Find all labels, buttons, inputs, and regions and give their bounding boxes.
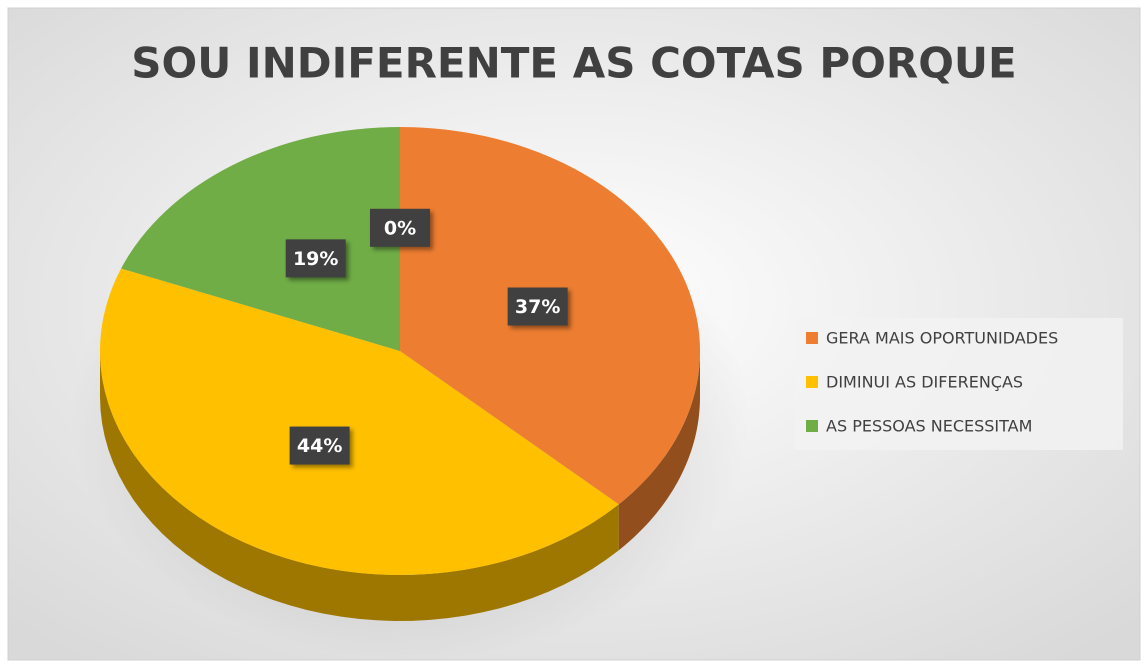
legend-label: AS PESSOAS NECESSITAM — [826, 417, 1032, 436]
legend-label: DIMINUI AS DIFERENÇAS — [826, 373, 1023, 392]
data-label-box — [289, 426, 350, 465]
legend-swatch — [806, 332, 818, 344]
data-label-box — [285, 239, 346, 278]
data-label: 44% — [297, 435, 342, 457]
legend-box — [795, 318, 1123, 450]
data-label: 0% — [384, 217, 416, 239]
pie-slice — [99, 268, 619, 576]
legend-swatch — [806, 376, 818, 388]
pie-side — [100, 351, 619, 621]
data-label: 19% — [293, 248, 338, 270]
pie-side — [618, 351, 700, 551]
data-label-box — [507, 287, 568, 326]
legend-label: GERA MAIS OPORTUNIDADES — [826, 329, 1058, 348]
pie-slice — [121, 127, 401, 351]
data-label: 37% — [515, 296, 560, 318]
data-label-box — [370, 208, 430, 247]
chart-title: SOU INDIFERENTE AS COTAS PORQUE — [131, 39, 1016, 88]
legend-swatch — [806, 420, 818, 432]
